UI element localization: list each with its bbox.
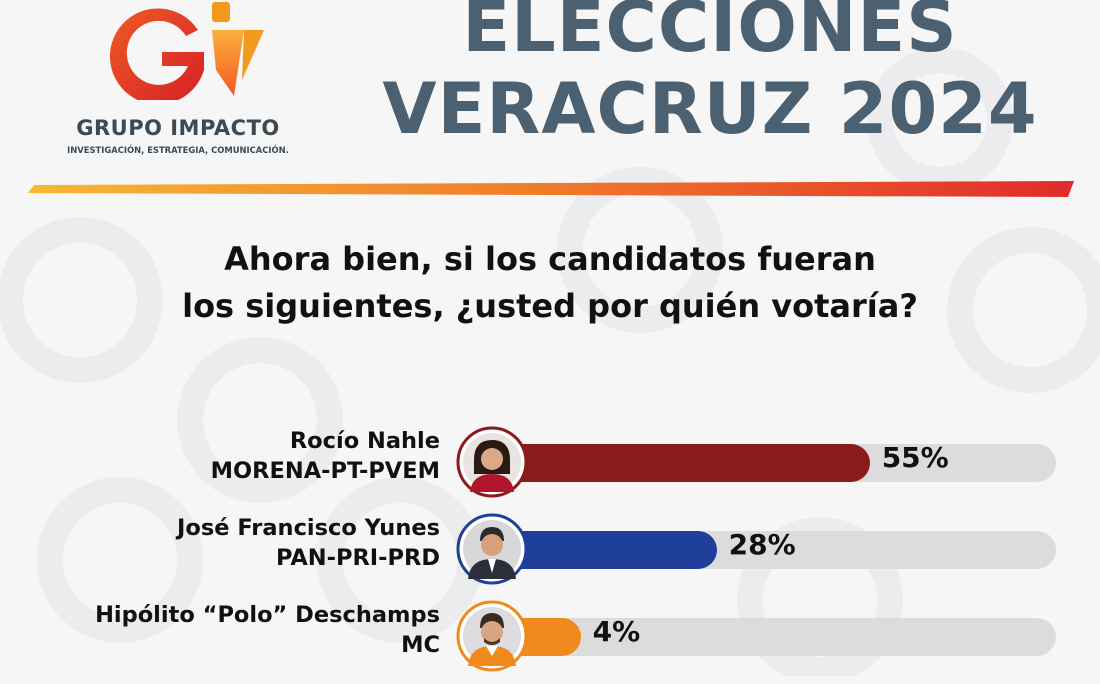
grupo-impacto-logo-icon xyxy=(109,2,264,100)
question-line-1: Ahora bien, si los candidatos fueran xyxy=(224,240,876,278)
candidate-name: José Francisco Yunes xyxy=(177,515,440,541)
gradient-divider xyxy=(28,181,1074,197)
candidate-party: MORENA-PT-PVEM xyxy=(210,458,440,484)
bar-value-label: 4% xyxy=(592,615,641,648)
bar-fill xyxy=(488,444,870,482)
title-line-2: VERACRUZ 2024 xyxy=(382,68,1038,150)
bar-track xyxy=(488,444,1056,482)
candidate-photo-icon xyxy=(456,426,528,498)
candidate-photo-icon xyxy=(456,600,528,672)
brand-name: GRUPO IMPACTO xyxy=(76,116,280,140)
brand-tagline: INVESTIGACIÓN, ESTRATEGIA, COMUNICACIÓN. xyxy=(67,145,289,155)
bar-value-label: 55% xyxy=(881,441,949,474)
candidate-party: MC xyxy=(401,632,440,658)
question-line-2: los siguientes, ¿usted por quién votaría… xyxy=(182,287,918,325)
candidate-row-yunes: José Francisco Yunes PAN-PRI-PRD 28% xyxy=(0,513,1100,597)
survey-question: Ahora bien, si los candidatos fueran los… xyxy=(80,236,1020,330)
bar-value-label: 28% xyxy=(728,528,796,561)
bar-track xyxy=(488,618,1056,656)
candidate-name: Hipólito “Polo” Deschamps xyxy=(95,602,440,628)
candidate-photo-icon xyxy=(456,513,528,585)
candidate-row-nahle: Rocío Nahle MORENA-PT-PVEM 55% xyxy=(0,426,1100,510)
candidate-name: Rocío Nahle xyxy=(289,428,440,454)
brand-logo: GRUPO IMPACTO INVESTIGACIÓN, ESTRATEGIA,… xyxy=(60,0,310,160)
bar-track xyxy=(488,531,1056,569)
candidate-row-deschamps: Hipólito “Polo” Deschamps MC 4% xyxy=(0,600,1100,684)
page-title: ELECCIONES VERACRUZ 2024 xyxy=(330,0,1090,150)
title-line-1: ELECCIONES xyxy=(462,0,958,68)
candidate-party: PAN-PRI-PRD xyxy=(275,545,440,571)
